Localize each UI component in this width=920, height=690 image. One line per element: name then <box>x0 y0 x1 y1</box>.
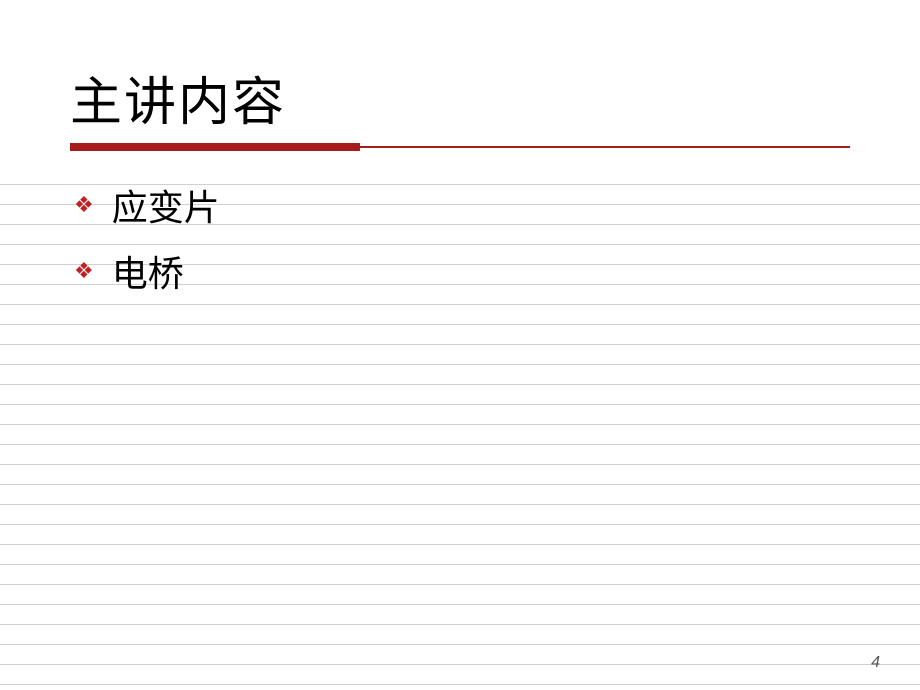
slide-container: 主讲内容 ❖ 应变片 ❖ 电桥 4 <box>0 0 920 690</box>
bullet-item: ❖ 电桥 <box>74 245 850 297</box>
page-number: 4 <box>871 654 880 672</box>
underline-thick <box>70 143 360 151</box>
bullet-text: 应变片 <box>112 179 220 231</box>
title-underline <box>70 143 850 151</box>
slide-title: 主讲内容 <box>70 60 850 135</box>
bullet-list: ❖ 应变片 ❖ 电桥 <box>70 179 850 297</box>
diamond-bullet-icon: ❖ <box>74 260 94 282</box>
diamond-bullet-icon: ❖ <box>74 194 94 216</box>
bullet-item: ❖ 应变片 <box>74 179 850 231</box>
slide-content: 主讲内容 ❖ 应变片 ❖ 电桥 <box>70 60 850 297</box>
bullet-text: 电桥 <box>112 245 184 297</box>
